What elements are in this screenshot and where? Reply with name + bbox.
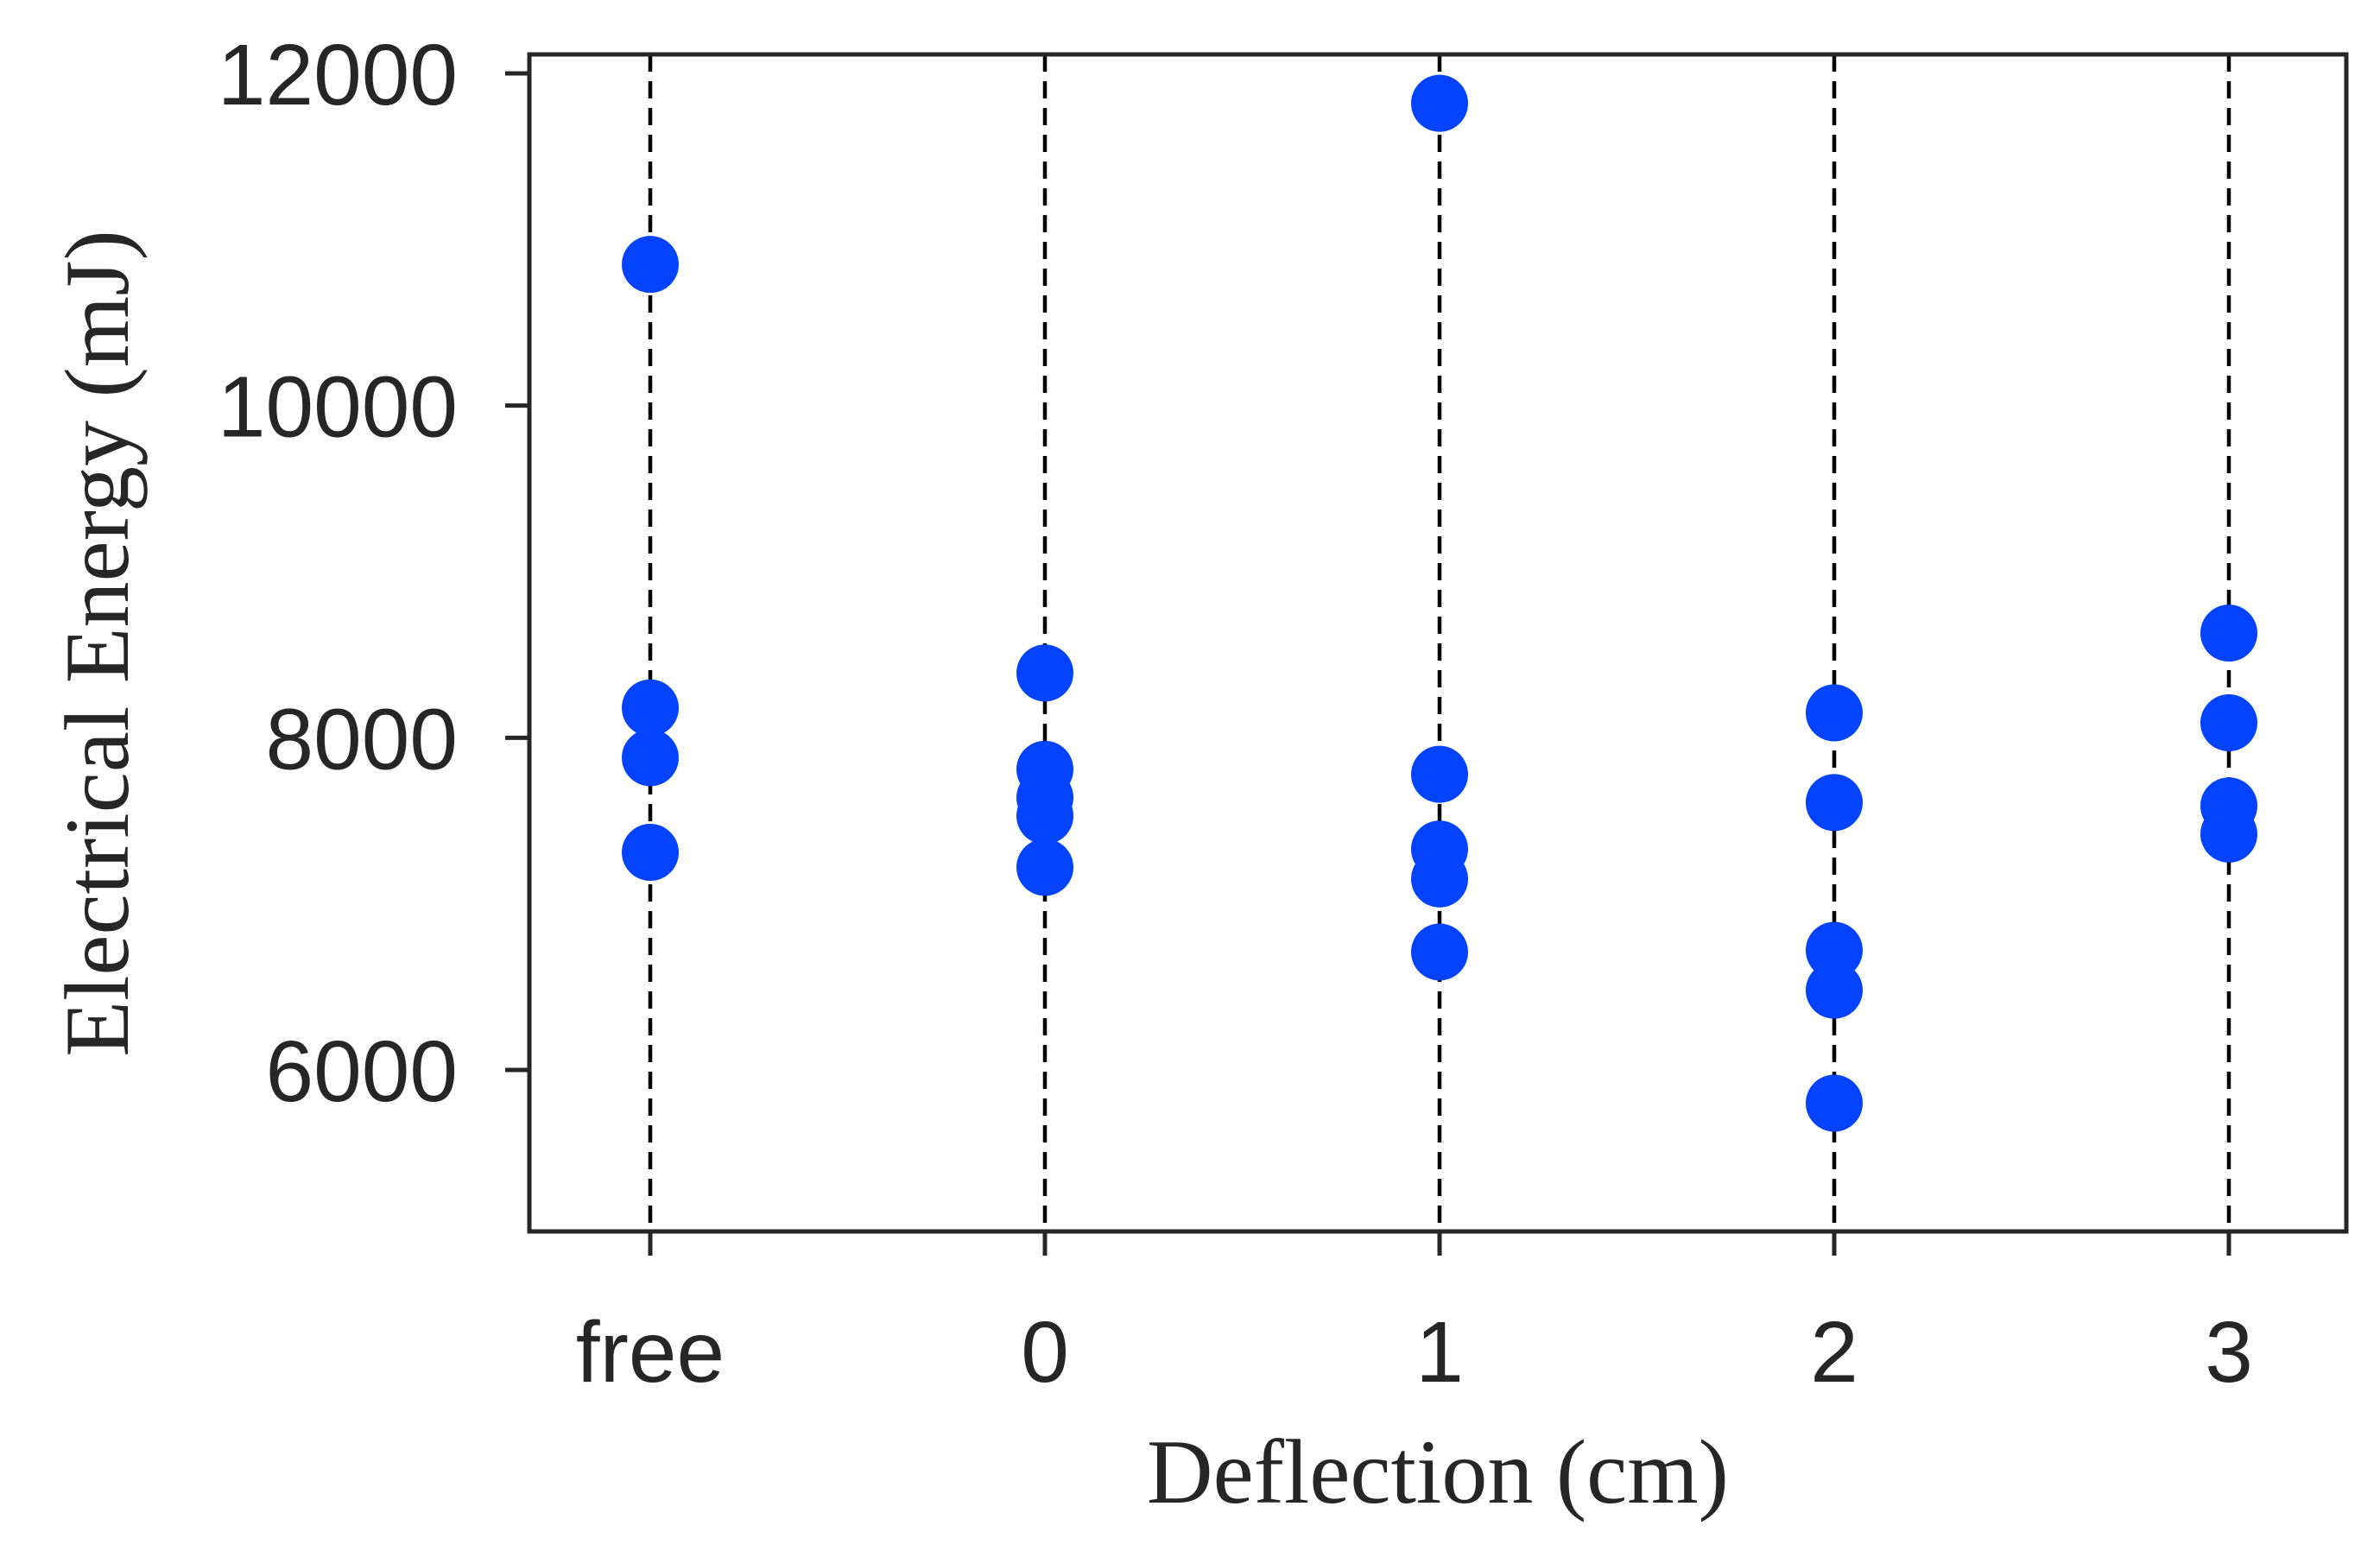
data-point bbox=[1411, 74, 1468, 132]
x-tick-label-2: 2 bbox=[1810, 1304, 1858, 1401]
data-point bbox=[1806, 1074, 1863, 1132]
data-point bbox=[1016, 644, 1073, 702]
x-axis: free 0 1 2 3 bbox=[576, 1231, 2253, 1401]
data-point bbox=[1806, 961, 1863, 1019]
data-point bbox=[1016, 787, 1073, 845]
data-point bbox=[1411, 923, 1468, 981]
y-axis-title: Electrical Energy (mJ) bbox=[47, 230, 148, 1057]
x-axis-title: Deflection (cm) bbox=[1147, 1421, 1729, 1522]
data-point bbox=[1806, 684, 1863, 742]
data-point bbox=[622, 824, 679, 882]
y-tick-label-8000: 8000 bbox=[266, 691, 458, 788]
data-point bbox=[2200, 694, 2257, 752]
x-tick-label-1: 1 bbox=[1415, 1304, 1464, 1401]
data-point bbox=[1806, 921, 1863, 979]
x-tick-label-0: 0 bbox=[1021, 1304, 1069, 1401]
data-point bbox=[1411, 850, 1468, 908]
y-tick-label-10000: 10000 bbox=[218, 359, 458, 456]
y-tick-label-12000: 12000 bbox=[218, 27, 458, 123]
data-point bbox=[1806, 774, 1863, 832]
data-point bbox=[1016, 839, 1073, 896]
category-guide-lines bbox=[648, 54, 2231, 1231]
data-point bbox=[1411, 745, 1468, 803]
data-point bbox=[622, 679, 679, 737]
data-point bbox=[622, 236, 679, 294]
data-points bbox=[622, 74, 2257, 1132]
data-point bbox=[2200, 805, 2257, 863]
data-point bbox=[622, 729, 679, 787]
y-tick-label-6000: 6000 bbox=[266, 1023, 458, 1120]
y-axis: 6000 8000 10000 12000 bbox=[218, 27, 529, 1120]
x-tick-label-3: 3 bbox=[2205, 1304, 2253, 1401]
data-point bbox=[2200, 604, 2257, 662]
x-tick-label-free: free bbox=[576, 1304, 725, 1401]
